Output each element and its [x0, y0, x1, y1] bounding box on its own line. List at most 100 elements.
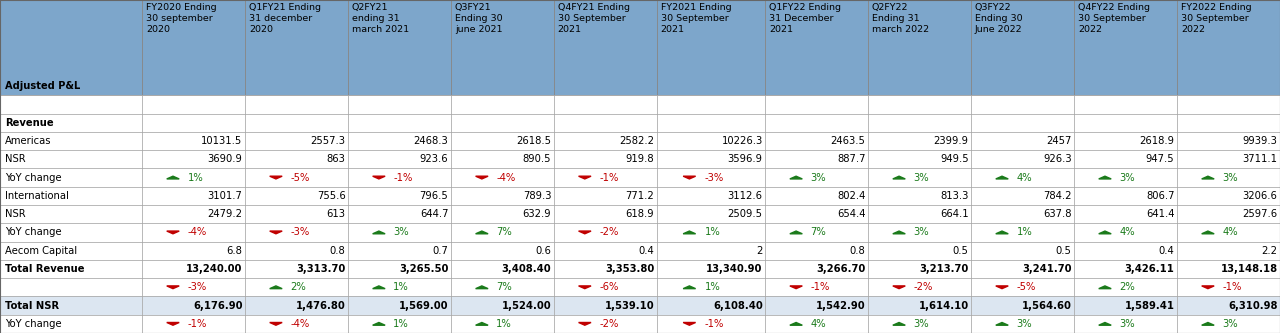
Bar [142, 315, 244, 333]
Text: -3%: -3% [704, 172, 723, 182]
Polygon shape [476, 322, 488, 325]
Polygon shape [166, 322, 179, 325]
Bar [1074, 114, 1178, 132]
Text: 1,476.80: 1,476.80 [296, 301, 346, 311]
Polygon shape [996, 176, 1009, 179]
Text: -3%: -3% [187, 282, 206, 292]
Text: NSR: NSR [5, 154, 26, 164]
Text: 863: 863 [326, 154, 346, 164]
Bar [348, 315, 451, 333]
Bar [1074, 223, 1178, 241]
Bar [657, 260, 765, 278]
Polygon shape [996, 286, 1009, 289]
Bar [1074, 278, 1178, 296]
Bar [554, 260, 657, 278]
Bar [142, 95, 244, 114]
Bar [142, 132, 244, 150]
Bar [868, 315, 972, 333]
Bar [348, 296, 451, 315]
Bar [244, 114, 348, 132]
Text: 926.3: 926.3 [1043, 154, 1071, 164]
Bar [554, 150, 657, 168]
Polygon shape [1202, 176, 1215, 179]
Text: Q4FY22 Ending
30 September
2022: Q4FY22 Ending 30 September 2022 [1078, 3, 1149, 34]
Text: 3206.6: 3206.6 [1243, 191, 1277, 201]
Text: 1%: 1% [187, 172, 204, 182]
Polygon shape [372, 231, 385, 234]
Text: Americas: Americas [5, 136, 51, 146]
Text: 802.4: 802.4 [837, 191, 865, 201]
Bar [1178, 278, 1280, 296]
Bar [765, 132, 868, 150]
Text: 1%: 1% [497, 319, 512, 329]
Text: 7%: 7% [497, 282, 512, 292]
Bar [868, 223, 972, 241]
Bar [765, 315, 868, 333]
Polygon shape [790, 322, 803, 325]
Text: 919.8: 919.8 [626, 154, 654, 164]
Bar [657, 168, 765, 187]
Text: -2%: -2% [599, 319, 618, 329]
Bar [1074, 315, 1178, 333]
Polygon shape [372, 286, 385, 289]
Text: Q3FY21
Ending 30
june 2021: Q3FY21 Ending 30 june 2021 [454, 3, 503, 34]
Bar [657, 223, 765, 241]
Text: 3%: 3% [1016, 319, 1032, 329]
Text: 4%: 4% [1222, 227, 1238, 237]
Bar [972, 315, 1074, 333]
Bar [0, 241, 142, 260]
Text: 0.5: 0.5 [1056, 246, 1071, 256]
Text: International: International [5, 191, 69, 201]
Bar [1178, 150, 1280, 168]
Bar [451, 0, 554, 95]
Polygon shape [1098, 286, 1111, 289]
Polygon shape [1202, 231, 1215, 234]
Text: 664.1: 664.1 [940, 209, 969, 219]
Text: 0.4: 0.4 [1158, 246, 1175, 256]
Text: 9939.3: 9939.3 [1243, 136, 1277, 146]
Bar [451, 168, 554, 187]
Polygon shape [1098, 322, 1111, 325]
Text: 947.5: 947.5 [1146, 154, 1175, 164]
Bar [1178, 95, 1280, 114]
Polygon shape [166, 286, 179, 289]
Bar [451, 95, 554, 114]
Bar [972, 223, 1074, 241]
Bar [765, 205, 868, 223]
Bar [554, 114, 657, 132]
Polygon shape [579, 231, 591, 234]
Bar [1178, 0, 1280, 95]
Bar [244, 132, 348, 150]
Bar [1178, 223, 1280, 241]
Bar [868, 0, 972, 95]
Polygon shape [996, 322, 1009, 325]
Bar [554, 315, 657, 333]
Text: -1%: -1% [599, 172, 618, 182]
Bar [972, 150, 1074, 168]
Text: 1,569.00: 1,569.00 [399, 301, 448, 311]
Polygon shape [684, 176, 695, 179]
Bar [348, 150, 451, 168]
Bar [0, 278, 142, 296]
Bar [657, 187, 765, 205]
Bar [451, 187, 554, 205]
Text: 3,241.70: 3,241.70 [1021, 264, 1071, 274]
Polygon shape [790, 286, 803, 289]
Text: 2%: 2% [291, 282, 306, 292]
Bar [348, 95, 451, 114]
Bar [244, 296, 348, 315]
Polygon shape [166, 231, 179, 234]
Text: 2%: 2% [1120, 282, 1135, 292]
Bar [765, 95, 868, 114]
Polygon shape [372, 322, 385, 325]
Text: FY2021 Ending
30 September
2021: FY2021 Ending 30 September 2021 [660, 3, 731, 34]
Bar [244, 241, 348, 260]
Bar [1074, 205, 1178, 223]
Bar [972, 205, 1074, 223]
Text: -1%: -1% [810, 282, 829, 292]
Bar [657, 0, 765, 95]
Text: 1,542.90: 1,542.90 [815, 301, 865, 311]
Text: -3%: -3% [291, 227, 310, 237]
Text: 2463.5: 2463.5 [831, 136, 865, 146]
Text: Q3FY22
Ending 30
June 2022: Q3FY22 Ending 30 June 2022 [975, 3, 1023, 34]
